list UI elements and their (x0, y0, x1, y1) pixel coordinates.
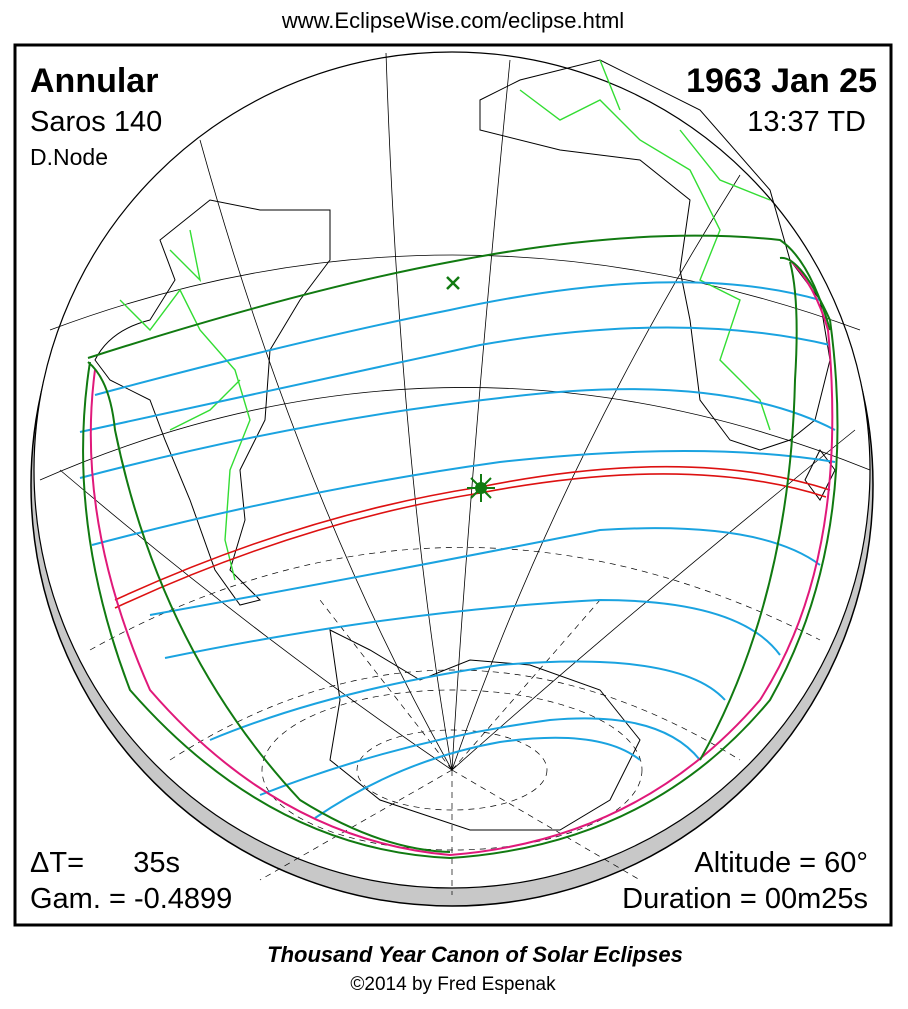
delta-t-label: ΔT= (30, 847, 84, 879)
footer-title: Thousand Year Canon of Solar Eclipses (267, 942, 683, 967)
date: 1963 Jan 25 (686, 62, 877, 100)
delta-t-value: 35s (133, 847, 180, 879)
url: www.EclipseWise.com/eclipse.html (281, 8, 624, 33)
node: D.Node (30, 144, 108, 170)
footer-credit: ©2014 by Fred Espenak (350, 974, 556, 995)
eclipse-type: Annular (30, 62, 158, 100)
gamma: Gam. = -0.4899 (30, 883, 232, 915)
time: 13:37 TD (747, 106, 866, 138)
duration: Duration = 00m25s (622, 883, 868, 915)
saros: Saros 140 (30, 106, 162, 138)
altitude: Altitude = 60° (694, 847, 868, 879)
globe (30, 51, 874, 907)
